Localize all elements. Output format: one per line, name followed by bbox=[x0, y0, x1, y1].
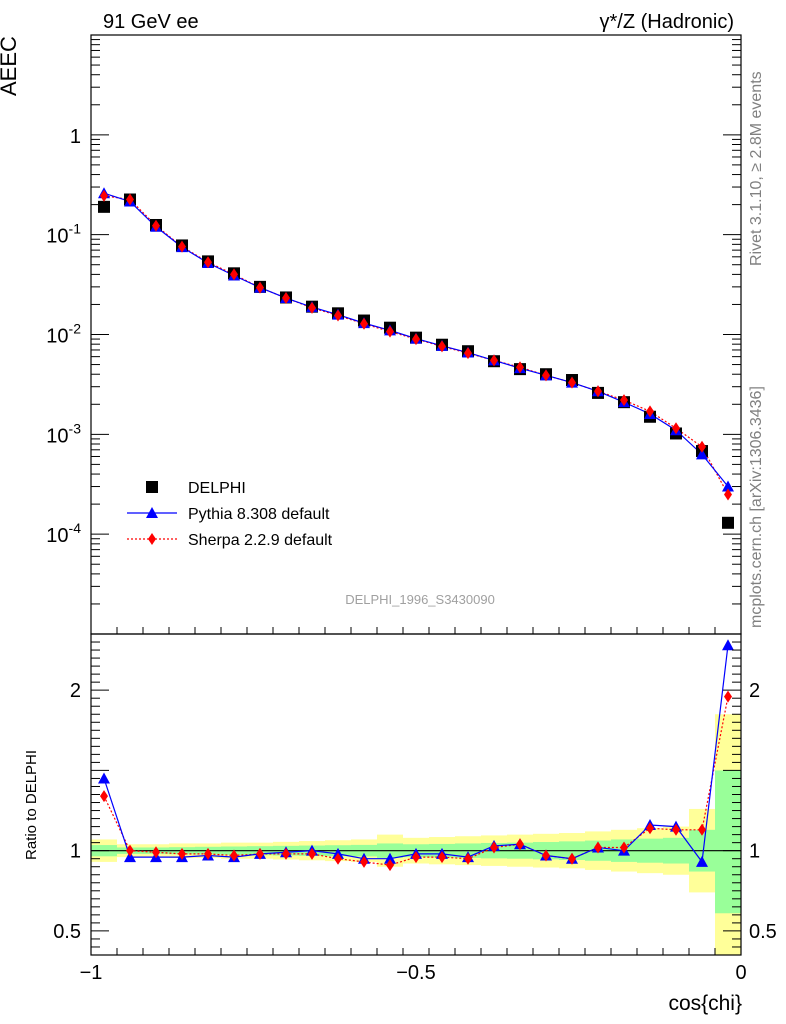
ratio-point bbox=[126, 844, 134, 857]
data-point bbox=[230, 268, 238, 281]
data-point bbox=[282, 292, 290, 305]
ratio-y-tick-label: 1 bbox=[749, 841, 760, 863]
ratio-point bbox=[722, 639, 734, 651]
ratio-point bbox=[672, 823, 680, 836]
ratio-point bbox=[384, 852, 396, 864]
ratio-point bbox=[594, 841, 602, 854]
x-tick-label: −1 bbox=[80, 962, 103, 984]
ratio-y-tick-label: 2 bbox=[70, 680, 81, 702]
y-tick-label: 10-4 bbox=[46, 520, 81, 547]
data-point bbox=[724, 488, 732, 501]
ratio-point bbox=[308, 847, 316, 860]
data-point bbox=[722, 516, 734, 529]
data-point bbox=[178, 240, 186, 253]
ratio-point bbox=[724, 690, 732, 703]
data-point bbox=[646, 405, 654, 418]
ratio-point bbox=[100, 790, 108, 803]
top-ylabel: AEEC bbox=[0, 36, 21, 96]
y-tick-label: 10-2 bbox=[46, 321, 81, 348]
data-point bbox=[722, 480, 734, 492]
ratio-point bbox=[204, 847, 212, 860]
ratio-point bbox=[386, 859, 394, 872]
y-tick-label: 10-3 bbox=[46, 420, 81, 447]
ratio-point bbox=[542, 849, 550, 862]
ratio-point bbox=[230, 849, 238, 862]
ratio-point bbox=[98, 772, 110, 784]
ratio-point bbox=[698, 823, 706, 836]
ratio-point bbox=[464, 852, 472, 865]
data-point bbox=[672, 422, 680, 435]
mcplots-label: mcplots.cern.ch [arXiv:1306.3436] bbox=[748, 386, 765, 628]
data-point bbox=[204, 256, 212, 269]
x-tick-label: 0 bbox=[735, 962, 746, 984]
data-point bbox=[412, 333, 420, 346]
legend-label: Pythia 8.308 default bbox=[188, 506, 330, 523]
legend-label: Sherpa 2.2.9 default bbox=[188, 532, 333, 549]
ratio-y-tick-label: 0.5 bbox=[749, 921, 777, 943]
rivet-label: Rivet 3.1.10, ≥ 2.8M events bbox=[748, 71, 765, 266]
data-point bbox=[256, 281, 264, 294]
data-point bbox=[100, 189, 108, 202]
legend-label: DELPHI bbox=[188, 480, 246, 497]
ratio-point bbox=[696, 855, 708, 867]
ratio-point bbox=[334, 852, 342, 865]
legend-marker bbox=[148, 533, 156, 545]
data-point bbox=[696, 448, 708, 460]
ratio-point bbox=[620, 841, 628, 854]
ratio-point bbox=[412, 851, 420, 864]
legend-marker bbox=[146, 481, 158, 493]
bottom-ylabel: Ratio to DELPHI bbox=[23, 750, 40, 860]
series-line bbox=[103, 195, 729, 495]
uncertainty-band-inner bbox=[715, 770, 741, 914]
ratio-y-tick-label: 0.5 bbox=[53, 921, 81, 943]
ratio-point bbox=[490, 841, 498, 854]
ratio-y-tick-label: 1 bbox=[70, 841, 81, 863]
data-point bbox=[542, 369, 550, 382]
x-tick-label: −0.5 bbox=[396, 962, 435, 984]
data-point bbox=[568, 376, 576, 389]
analysis-watermark: DELPHI_1996_S3430090 bbox=[345, 592, 495, 607]
data-point bbox=[152, 219, 160, 232]
ratio-point bbox=[282, 847, 290, 860]
data-point bbox=[360, 317, 368, 330]
ratio-point bbox=[516, 838, 524, 851]
xlabel: cos{chi} bbox=[668, 992, 742, 1015]
legend-marker bbox=[146, 507, 158, 518]
ratio-line bbox=[103, 645, 729, 864]
ratio-point bbox=[646, 822, 654, 835]
data-point bbox=[98, 200, 110, 213]
data-point bbox=[698, 440, 706, 453]
ratio-point bbox=[178, 847, 186, 860]
y-tick-label: 10-1 bbox=[46, 221, 81, 248]
data-point bbox=[308, 301, 316, 314]
ratio-y-tick-label: 2 bbox=[749, 680, 760, 702]
bottom-plot-frame bbox=[90, 633, 742, 956]
ratio-point bbox=[360, 855, 368, 868]
data-point bbox=[620, 394, 628, 407]
data-point bbox=[438, 340, 446, 353]
data-point bbox=[594, 385, 602, 398]
y-tick-label: 1 bbox=[70, 126, 81, 148]
ratio-point bbox=[256, 847, 264, 860]
data-point bbox=[516, 361, 524, 374]
data-point bbox=[386, 325, 394, 338]
data-point bbox=[126, 193, 134, 206]
ratio-point bbox=[152, 846, 160, 859]
data-point bbox=[334, 309, 342, 322]
ratio-point bbox=[568, 852, 576, 865]
header-left: 91 GeV ee bbox=[103, 11, 199, 33]
data-point bbox=[490, 354, 498, 367]
header-right: γ*/Z (Hadronic) bbox=[600, 11, 734, 33]
ratio-point bbox=[438, 851, 446, 864]
data-point bbox=[464, 347, 472, 360]
